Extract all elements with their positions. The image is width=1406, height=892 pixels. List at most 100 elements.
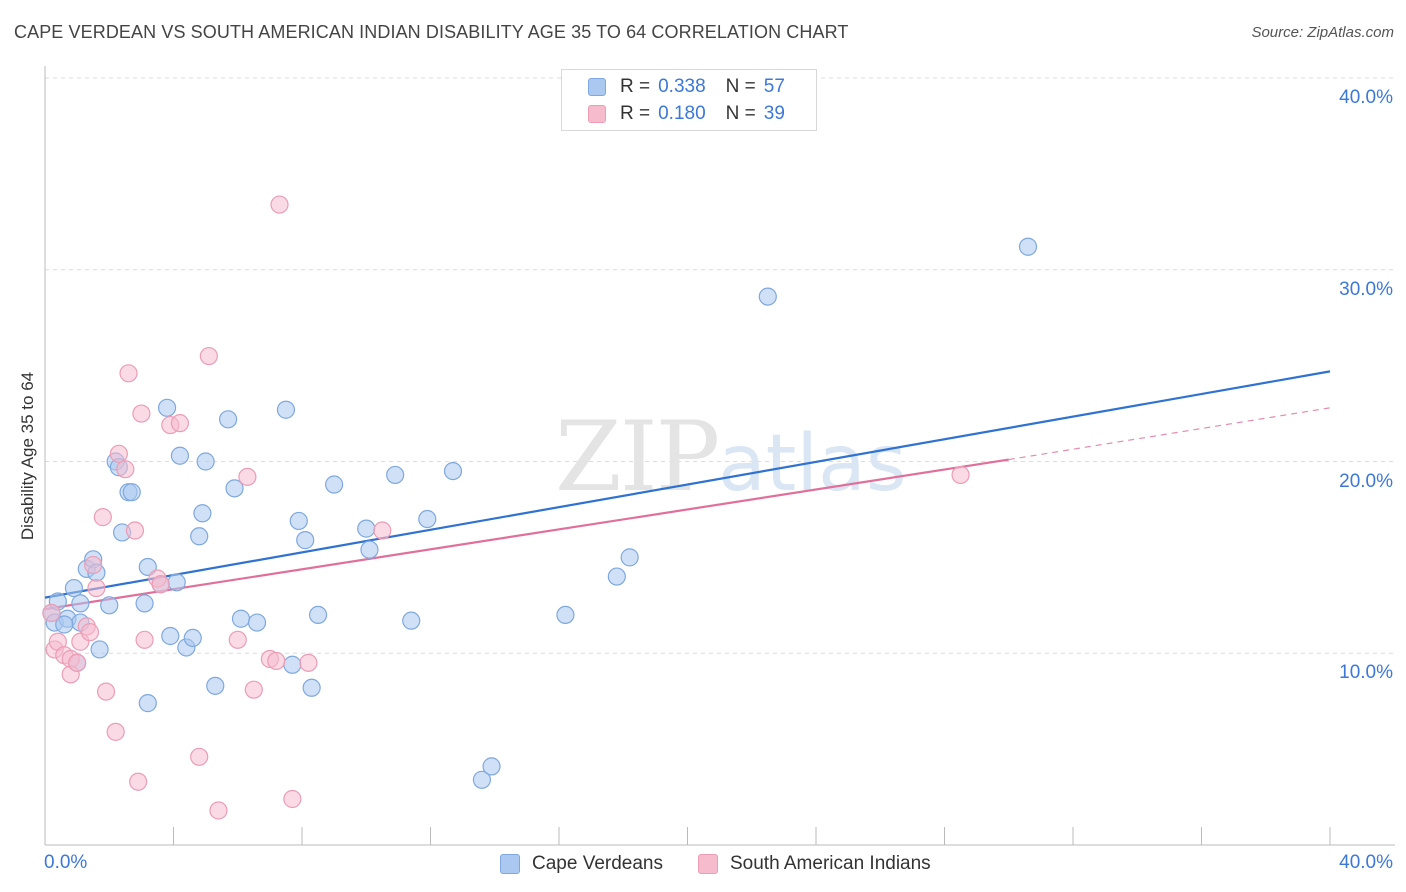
bottom-legend-south-american-indians: South American Indians: [698, 852, 931, 876]
point-cape-verdeans: [225, 479, 244, 498]
point-cape-verdeans: [1018, 237, 1038, 256]
point-south-american-indians: [238, 467, 257, 486]
point-south-american-indians: [68, 653, 87, 672]
legend-n-label: N =: [725, 76, 756, 97]
legend: R = 0.338 N = 57 R = 0.180 N = 39: [561, 69, 817, 131]
point-cape-verdeans: [283, 655, 302, 674]
legend-n-label: N =: [725, 103, 756, 124]
legend-row-cape-verdeans: R = 0.338 N = 57: [588, 76, 785, 98]
point-cape-verdeans: [193, 504, 212, 523]
point-cape-verdeans: [607, 567, 626, 586]
point-south-american-indians: [42, 603, 61, 623]
point-south-american-indians: [106, 722, 125, 741]
point-cape-verdeans: [167, 573, 186, 592]
point-south-american-indians: [135, 630, 154, 649]
point-south-american-indians: [283, 789, 302, 809]
point-south-american-indians: [299, 653, 318, 672]
point-south-american-indians: [119, 364, 138, 383]
y-tick-label: 30.0%: [1339, 278, 1393, 300]
point-cape-verdeans: [190, 527, 209, 546]
point-cape-verdeans: [55, 615, 74, 634]
legend-row-south-american-indians: R = 0.180 N = 39: [588, 103, 785, 125]
x-tick-label-min: 0.0%: [44, 852, 88, 873]
source-note: Source: ZipAtlas.com: [1251, 24, 1394, 41]
trend-line-south-american-indians: [44, 458, 1009, 611]
point-cape-verdeans: [289, 511, 308, 531]
point-cape-verdeans: [196, 452, 215, 471]
y-tick-label: 20.0%: [1339, 470, 1393, 492]
watermark-atlas: atlas: [718, 419, 907, 509]
axes: [44, 66, 1395, 846]
point-cape-verdeans: [302, 678, 321, 697]
bottom-legend-swatch-pink: [698, 854, 718, 874]
chart-title: CAPE VERDEAN VS SOUTH AMERICAN INDIAN DI…: [14, 22, 849, 42]
trend-line-cape-verdeans: [44, 370, 1331, 599]
point-south-american-indians: [228, 630, 247, 649]
legend-r-label: R =: [620, 103, 651, 124]
point-cape-verdeans: [161, 626, 180, 646]
point-south-american-indians: [951, 465, 970, 485]
point-cape-verdeans: [308, 605, 328, 625]
bottom-legend-label: Cape Verdeans: [532, 853, 663, 874]
point-south-american-indians: [199, 346, 218, 366]
point-cape-verdeans: [472, 770, 491, 789]
point-cape-verdeans: [71, 594, 90, 613]
point-cape-verdeans: [231, 609, 251, 628]
legend-n-value: 57: [763, 76, 785, 97]
legend-r-label: R =: [620, 76, 651, 97]
legend-r-value: 0.338: [658, 76, 706, 97]
point-cape-verdeans: [357, 519, 376, 538]
point-cape-verdeans: [418, 509, 437, 529]
point-cape-verdeans: [296, 531, 315, 550]
point-cape-verdeans: [170, 446, 190, 465]
trend-lines: [44, 370, 1331, 611]
watermark-zip: ZIP: [555, 401, 718, 513]
point-south-american-indians: [190, 747, 209, 766]
point-south-american-indians: [129, 772, 148, 791]
point-cape-verdeans: [183, 628, 202, 648]
point-south-american-indians: [116, 460, 135, 479]
point-cape-verdeans: [219, 410, 238, 429]
watermark: ZIP atlas: [555, 401, 907, 513]
point-cape-verdeans: [556, 605, 575, 625]
point-south-american-indians: [125, 521, 145, 540]
point-cape-verdeans: [100, 596, 119, 615]
point-cape-verdeans: [758, 287, 777, 306]
point-south-american-indians: [267, 651, 286, 671]
point-south-american-indians: [170, 414, 190, 433]
point-cape-verdeans: [325, 475, 344, 494]
legend-swatch-pink: [588, 105, 606, 123]
point-south-american-indians: [87, 578, 106, 598]
point-south-american-indians: [96, 682, 116, 701]
y-tick-label: 10.0%: [1339, 662, 1393, 684]
point-cape-verdeans: [138, 694, 157, 713]
point-cape-verdeans: [482, 757, 501, 776]
point-cape-verdeans: [386, 465, 405, 485]
legend-swatch-blue: [588, 78, 606, 96]
gridlines: [45, 77, 1395, 654]
point-cape-verdeans: [620, 548, 639, 567]
point-south-american-indians: [209, 801, 228, 820]
point-cape-verdeans: [135, 594, 154, 613]
point-south-american-indians: [244, 680, 263, 699]
point-cape-verdeans: [64, 578, 84, 598]
data-points: [42, 195, 1038, 820]
point-south-american-indians: [93, 508, 112, 527]
point-south-american-indians: [84, 555, 103, 575]
y-axis-label: Disability Age 35 to 64: [18, 371, 37, 541]
point-cape-verdeans: [360, 540, 379, 559]
point-south-american-indians: [151, 575, 170, 594]
legend-n-value: 39: [763, 103, 785, 124]
point-south-american-indians: [132, 404, 151, 423]
point-south-american-indians: [80, 623, 100, 642]
point-cape-verdeans: [157, 398, 177, 417]
point-cape-verdeans: [276, 400, 296, 419]
bottom-legend-swatch-blue: [500, 854, 520, 874]
bottom-legend-cape-verdeans: Cape Verdeans: [500, 852, 663, 876]
trend-line-south-american-indians-extension: [1008, 407, 1331, 461]
point-cape-verdeans: [122, 483, 141, 502]
point-south-american-indians: [373, 521, 392, 540]
x-tick-label-max: 40.0%: [1339, 852, 1393, 873]
point-cape-verdeans: [402, 611, 421, 630]
